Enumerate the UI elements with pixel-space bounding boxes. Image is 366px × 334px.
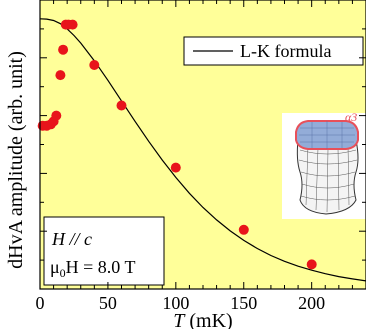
data-point [55,70,66,81]
legend: L-K formula [183,36,364,66]
x-axis-label-T: T [173,310,186,329]
annotation-line1: H // c [51,229,92,249]
annotation-box [43,216,165,286]
y-axis-label: dHvA amplitude (arb. unit) [5,51,27,269]
x-tick-label: 0 [36,293,45,313]
fermi-surface-top-grid [299,121,355,149]
data-point [306,259,317,270]
inset-label-alpha3: α3 [345,110,357,124]
data-point [89,60,100,70]
x-ticks: 0 50 100 150 200 [36,0,353,313]
x-axis-label: T (mK) [173,310,232,329]
x-axis-label-unit: (mK) [184,310,232,329]
x-tick-label: 50 [99,293,117,313]
fermi-surface-mesh [298,144,358,213]
annotation-mu: μ [50,257,60,277]
fermi-surface-inset: α3 [282,110,366,219]
data-point [67,19,78,30]
annotation-sub: 0 [60,266,66,280]
data-point [51,110,62,121]
data-point [170,162,181,173]
data-point [116,100,127,111]
lk-formula-curve [39,18,366,282]
curve-layer [39,18,366,282]
annotation-rest: H = 8.0 T [66,257,136,277]
data-point [238,224,249,235]
x-tick-label: 100 [162,293,189,313]
y-ticks [40,28,366,261]
legend-label: L-K formula [240,41,331,61]
x-tick-label: 150 [230,293,257,313]
annotation-line2: μ0H = 8.0 T [50,257,135,280]
data-point [58,44,69,55]
field-annotation: H // c μ0H = 8.0 T [43,216,165,286]
x-tick-label: 200 [298,293,325,313]
